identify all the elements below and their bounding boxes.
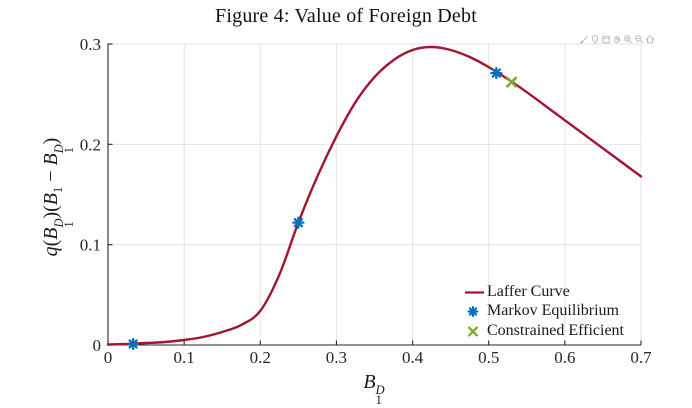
legend-marker-sample: [464, 303, 487, 319]
series-markov-equilibrium[interactable]: [126, 66, 503, 351]
y-tick-label: 0.1: [80, 236, 101, 255]
export-icon[interactable]: [601, 34, 611, 45]
x-tick-label: 0.1: [174, 348, 195, 367]
legend-item-laffer-curve[interactable]: Laffer Curve: [464, 282, 624, 302]
x-tick-label: 0.6: [554, 348, 575, 367]
x-tick-label: 0: [104, 348, 113, 367]
figure-title: Figure 4: Value of Foreign Debt: [215, 5, 477, 27]
legend: Laffer Curve Markov Equilibrium Constraine…: [464, 282, 624, 341]
x-tick-label: 0.3: [326, 348, 347, 367]
legend-line-sample: [464, 284, 487, 300]
axes-toolbar: [579, 33, 655, 45]
zoom-out-icon[interactable]: [634, 34, 644, 45]
series-laffer-curve[interactable]: [106, 45, 643, 346]
grid: [108, 43, 642, 345]
datatip-icon[interactable]: [590, 34, 600, 45]
y-tick-label: 0.2: [80, 135, 101, 154]
y-tick-label: 0.3: [80, 35, 101, 54]
axes: 0 0.1 0.2 0.3 0.4 0.5 0.6 0.7 0 0.1 0.2 0.3: [80, 35, 652, 367]
x-tick-label: 0.5: [478, 348, 499, 367]
zoom-in-icon[interactable]: [623, 34, 633, 45]
x-tick-label: 0.2: [250, 348, 271, 367]
x-tick-label: 0.4: [402, 348, 424, 367]
legend-label: Laffer Curve: [487, 282, 570, 300]
legend-item-markov-equilibrium[interactable]: Markov Equilibrium: [464, 302, 624, 322]
home-icon[interactable]: [645, 34, 655, 45]
series-constrained-efficient[interactable]: [506, 76, 518, 88]
brush-icon[interactable]: [579, 34, 589, 45]
legend-item-constrained-efficient[interactable]: Constrained Efficient: [464, 321, 624, 341]
legend-label: Markov Equilibrium: [487, 302, 619, 320]
legend-label: Constrained Efficient: [487, 321, 624, 339]
legend-marker-sample: [464, 323, 487, 339]
x-tick-label: 0.7: [630, 348, 652, 367]
pan-icon[interactable]: [612, 34, 622, 45]
y-tick-label: 0: [93, 336, 102, 355]
y-axis-label: q(B D 1)(B1 − B D 1): [40, 137, 76, 257]
